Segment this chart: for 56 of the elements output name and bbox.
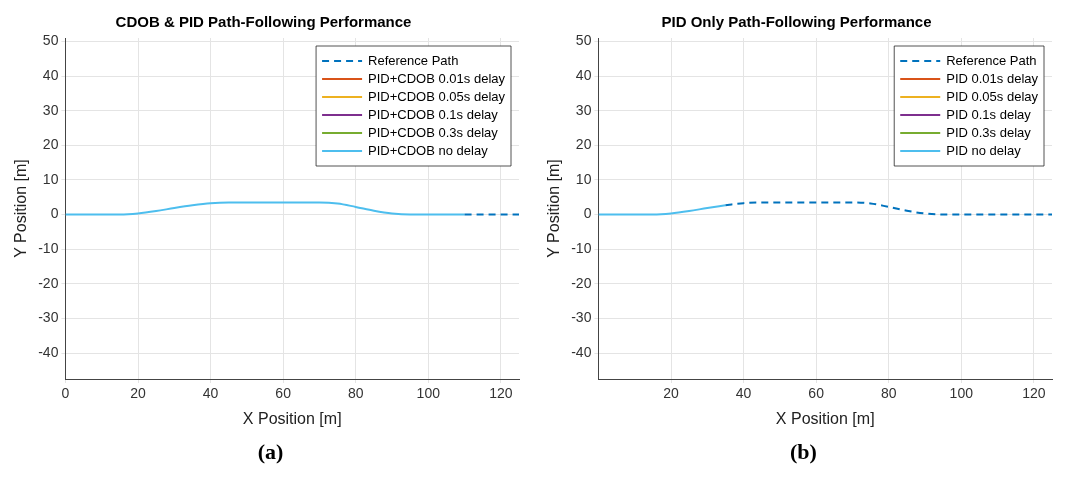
x-tick-label: 120 <box>489 385 513 402</box>
y-tick-label: 0 <box>583 205 592 222</box>
legend-label: PID no delay <box>946 142 1022 158</box>
text: (b) <box>790 439 817 465</box>
y-tick-label: -40 <box>571 343 592 360</box>
x-tick-label: 120 <box>1022 385 1046 402</box>
legend-label: PID 0.1s delay <box>946 106 1032 122</box>
x-tick-label: 60 <box>275 385 292 402</box>
y-tick-label: 10 <box>575 170 592 187</box>
y-tick-label: 50 <box>575 32 592 49</box>
legend-label: PID+CDOB 0.05s delay <box>368 88 506 104</box>
y-tick-label: 40 <box>42 66 59 83</box>
y-axis-title: Y Position [m] <box>545 159 563 258</box>
y-tick-label: 30 <box>42 101 59 118</box>
legend-label: PID+CDOB no delay <box>368 142 489 158</box>
x-tick-label: 20 <box>130 385 146 402</box>
x-tick-label: 20 <box>663 385 679 402</box>
x-axis-title: X Position [m] <box>775 409 875 427</box>
y-tick-label: -30 <box>38 309 59 326</box>
x-tick-label: 40 <box>735 385 752 402</box>
x-tick-label: 40 <box>202 385 219 402</box>
line-series <box>598 204 727 216</box>
text: (a) <box>257 439 284 465</box>
line-series <box>724 201 1052 216</box>
legend-label: PID 0.3s delay <box>946 124 1032 140</box>
legend-label: PID 0.05s delay <box>946 88 1039 104</box>
legend-label: PID+CDOB 0.01s delay <box>368 70 506 86</box>
x-tick-label: 100 <box>949 385 974 402</box>
y-tick-label: 0 <box>50 205 59 222</box>
y-tick-label: -40 <box>38 343 59 360</box>
y-tick-label: 20 <box>575 136 592 153</box>
y-tick-label: -10 <box>38 240 59 257</box>
y-tick-label: -30 <box>571 309 592 326</box>
line-series <box>65 201 466 216</box>
legend-label: Reference Path <box>946 52 1037 68</box>
chart-title: PID Only Path-Following Performance <box>661 13 932 31</box>
y-tick-label: 10 <box>42 170 59 187</box>
x-tick-label: 100 <box>416 385 441 402</box>
legend-label: PID+CDOB 0.1s delay <box>368 106 499 122</box>
y-tick-label: 20 <box>42 136 59 153</box>
x-tick-label: 60 <box>808 385 825 402</box>
x-tick-label: 80 <box>880 385 897 402</box>
y-tick-label: 40 <box>575 66 592 83</box>
x-axis-title: X Position [m] <box>242 409 342 427</box>
legend-label: Reference Path <box>368 52 459 68</box>
x-tick-label: 80 <box>347 385 364 402</box>
x-tick-label: 0 <box>61 385 70 402</box>
y-tick-label: 30 <box>575 101 592 118</box>
chart-title: CDOB & PID Path-Following Performance <box>115 13 412 31</box>
y-tick-label: 50 <box>42 32 59 49</box>
y-tick-label: -20 <box>571 274 592 291</box>
y-tick-label: -20 <box>38 274 59 291</box>
y-tick-label: -10 <box>571 240 592 257</box>
legend-label: PID+CDOB 0.3s delay <box>368 124 499 140</box>
y-axis-title: Y Position [m] <box>12 159 30 258</box>
legend-label: PID 0.01s delay <box>946 70 1039 86</box>
